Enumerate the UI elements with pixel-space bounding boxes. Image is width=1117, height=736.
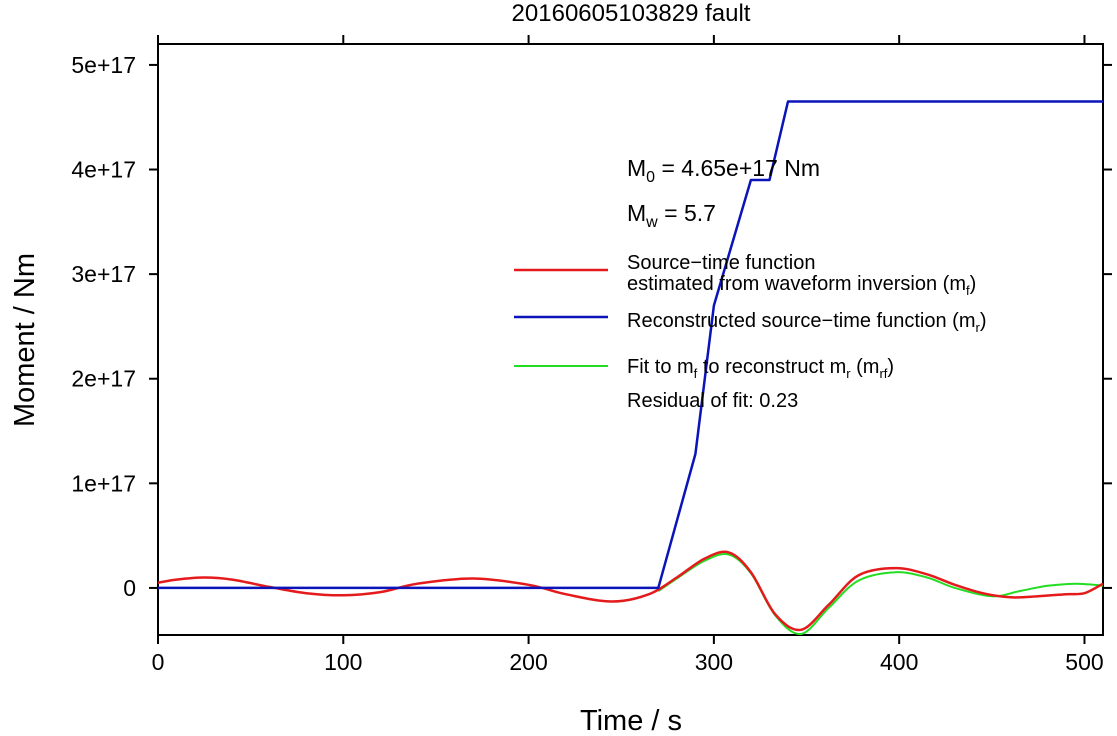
y-axis-ticks: 0 1e+17 2e+17 3e+17 4e+17 5e+17 xyxy=(71,52,1112,601)
legend: Source−time function estimated from wave… xyxy=(514,252,987,412)
x-axis-label: Time / s xyxy=(580,705,682,736)
y-tick-label-1: 1e+17 xyxy=(71,470,136,496)
legend-label-mr: Reconstructed source−time function (mr) xyxy=(627,310,987,335)
mw-prefix: M xyxy=(627,200,646,226)
legend-label-mrf: Fit to mf to reconstruct mr (mrf) xyxy=(627,356,894,381)
y-axis-label: Moment / Nm xyxy=(9,253,41,427)
series-line-mrf xyxy=(657,552,1104,636)
x-tick-label-5: 500 xyxy=(1065,649,1103,675)
x-tick-label-0: 0 xyxy=(152,649,165,675)
x-tick-label-3: 300 xyxy=(695,649,733,675)
series-layer xyxy=(157,100,1104,636)
y-tick-label-2: 2e+17 xyxy=(71,366,136,392)
x-tick-label-2: 200 xyxy=(509,649,547,675)
x-tick-label-4: 400 xyxy=(880,649,918,675)
m0-prefix: M xyxy=(627,155,646,181)
mw-text: = 5.7 xyxy=(658,200,716,226)
legend-label-mf-line2: estimated from waveform inversion (mf) xyxy=(627,273,976,298)
m0-sub: 0 xyxy=(646,169,655,186)
y-tick-label-0: 0 xyxy=(123,575,136,601)
x-tick-label-1: 100 xyxy=(324,649,362,675)
series-line-mf xyxy=(157,550,1104,632)
series-line-mr xyxy=(158,100,1103,590)
y-tick-label-3: 3e+17 xyxy=(71,261,136,287)
y-tick-label-5: 5e+17 xyxy=(71,52,136,78)
m0-annotation: M0 = 4.65e+17 Nm xyxy=(627,155,820,186)
m0-text: = 4.65e+17 Nm xyxy=(655,155,820,181)
x-axis-ticks: 0 100 200 300 400 500 xyxy=(152,35,1104,675)
chart-title: 20160605103829 fault xyxy=(512,0,751,27)
y-tick-label-4: 4e+17 xyxy=(71,157,136,183)
mw-annotation: Mw = 5.7 xyxy=(627,200,716,231)
legend-label-mf-line1: Source−time function xyxy=(627,252,815,274)
plot-frame xyxy=(157,43,1104,636)
residual-annotation: Residual of fit: 0.23 xyxy=(627,390,798,412)
mw-sub: w xyxy=(645,214,658,231)
